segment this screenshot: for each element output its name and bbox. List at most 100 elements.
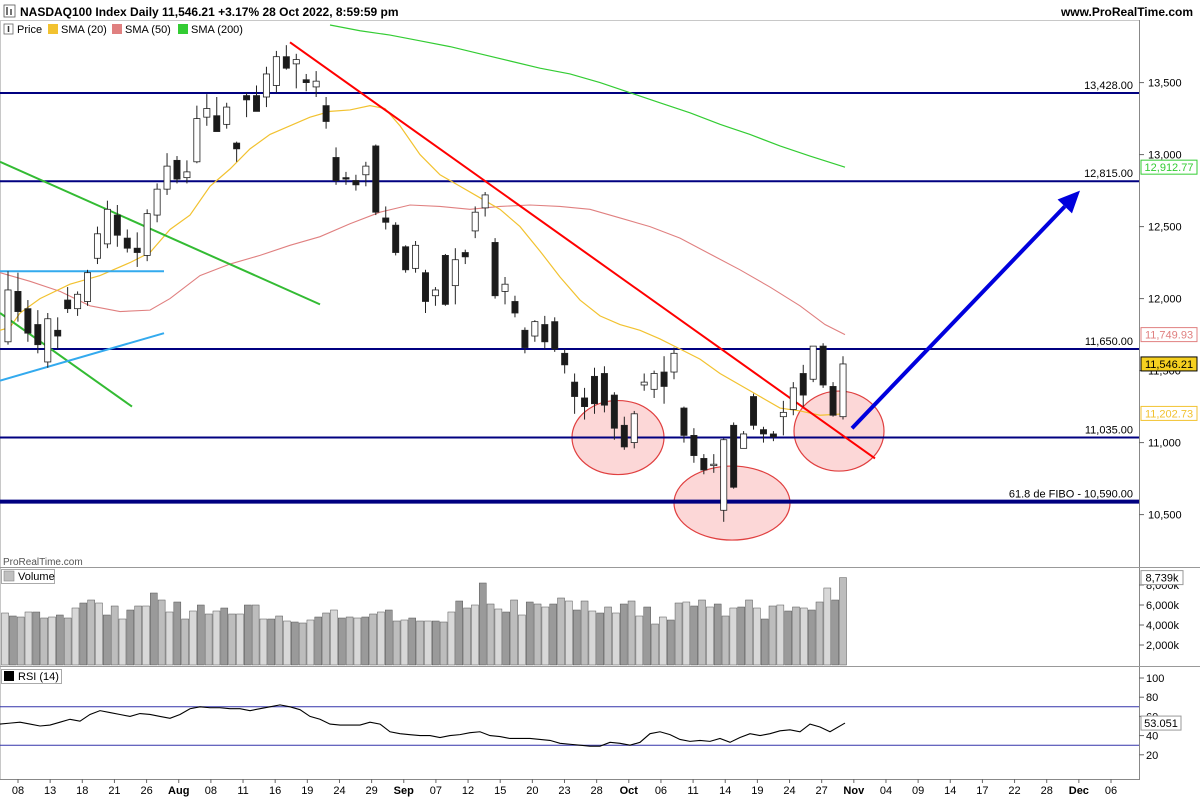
candle-body: [183, 171, 191, 179]
volume-bar: [510, 599, 518, 666]
rsi-y-axis: 2040608010053.051: [1139, 673, 1182, 762]
instrument-icon: [3, 4, 16, 18]
volume-bar: [126, 609, 135, 666]
volume-bar: [32, 611, 41, 666]
candle-body: [412, 244, 420, 269]
volume-bar: [800, 607, 808, 666]
volume-bar: [24, 611, 33, 666]
candle-body: [819, 345, 827, 386]
x-tick-label: 14: [944, 785, 956, 797]
rsi-last-tag: [1140, 715, 1182, 731]
candle-body: [74, 293, 82, 310]
volume-bar: [204, 613, 213, 666]
volume-bar: [392, 620, 401, 666]
volume-bar: [588, 610, 597, 666]
x-tick-label: Nov: [843, 785, 865, 797]
candle-body: [789, 387, 797, 410]
level-label: 61.8 de FIBO - 10,590.00: [1009, 489, 1133, 501]
price-tick-label: 10,500: [1148, 510, 1182, 522]
volume-bar: [815, 601, 824, 666]
volume-bar: [330, 609, 338, 666]
sma50-line: [0, 204, 846, 336]
volume-bar: [181, 618, 189, 666]
volume-bar: [690, 605, 698, 666]
volume-bar: [580, 600, 589, 666]
candle-body: [600, 373, 608, 406]
volume-bar: [40, 617, 48, 666]
volume-bar: [659, 616, 667, 666]
x-tick-label: Sep: [394, 785, 414, 797]
volume-bar: [314, 616, 323, 666]
volume-bar: [643, 606, 651, 666]
volume-bar: [721, 615, 730, 666]
candle-body: [620, 424, 628, 448]
x-tick-label: 16: [269, 785, 281, 797]
x-tick-label: Oct: [620, 785, 639, 797]
candle-body: [312, 80, 320, 88]
volume-bar: [439, 621, 448, 666]
candle-body: [759, 429, 767, 435]
x-tick-label: Aug: [168, 785, 189, 797]
volume-legend-icon: [3, 570, 15, 582]
volume-bar: [745, 599, 753, 666]
volume-bar: [494, 608, 503, 666]
volume-bar: [784, 610, 792, 666]
sma200-line: [329, 24, 846, 168]
candle-body: [64, 299, 72, 310]
volume-bar: [807, 609, 816, 666]
price-tick-label: 12,000: [1148, 294, 1182, 306]
volume-bar: [760, 618, 769, 666]
volume-bar: [737, 606, 745, 666]
volume-bar: [455, 600, 463, 666]
candle-body: [779, 411, 787, 418]
site-url[interactable]: www.ProRealTime.com: [1060, 5, 1193, 19]
volume-bar: [95, 602, 103, 666]
candle-body: [531, 321, 539, 337]
candle-body: [491, 242, 499, 297]
volume-bar: [353, 617, 362, 666]
volume-bar: [753, 607, 761, 666]
candle-body: [292, 59, 300, 65]
candle-body: [84, 272, 92, 302]
candle-body: [262, 73, 270, 98]
red-downtrend-line: [289, 41, 876, 460]
candle-body: [451, 259, 459, 287]
volume-bar: [157, 599, 166, 666]
volume-bar: [87, 599, 95, 666]
candle-body: [282, 56, 290, 69]
legend-sma200: SMA (200): [191, 24, 243, 36]
candle-body: [133, 247, 141, 253]
axis-tag-label: 11,749.93: [1145, 330, 1193, 342]
candle-body: [342, 177, 350, 180]
sma50-legend-swatch: [112, 24, 122, 34]
candle-body: [123, 237, 131, 249]
x-tick-label: 24: [783, 785, 795, 797]
volume-bar: [729, 607, 738, 666]
volume-bar: [110, 605, 119, 666]
candle-body: [44, 318, 52, 363]
volume-bar: [16, 616, 25, 666]
volume-bar: [400, 619, 409, 666]
candle-body: [163, 165, 171, 190]
candle-body: [431, 289, 439, 297]
x-tick-label: 18: [76, 785, 88, 797]
x-tick-label: 04: [880, 785, 892, 797]
candle-body: [581, 397, 589, 407]
candle-body: [511, 301, 519, 314]
x-tick-label: 06: [655, 785, 667, 797]
candle-body: [630, 413, 638, 443]
rsi-tick-label: 80: [1146, 692, 1158, 704]
candle-body: [193, 118, 201, 163]
rsi-line-path: [0, 704, 846, 747]
candle-body: [302, 79, 310, 84]
volume-bar: [283, 620, 291, 666]
legend-sma20: SMA (20): [61, 24, 107, 36]
volume-bar: [486, 603, 495, 666]
candle-body: [392, 224, 400, 253]
x-tick-label: 17: [976, 785, 988, 797]
candle-body: [670, 352, 678, 373]
volume-bar: [682, 601, 691, 666]
price-tick-label: 13,000: [1148, 150, 1182, 162]
